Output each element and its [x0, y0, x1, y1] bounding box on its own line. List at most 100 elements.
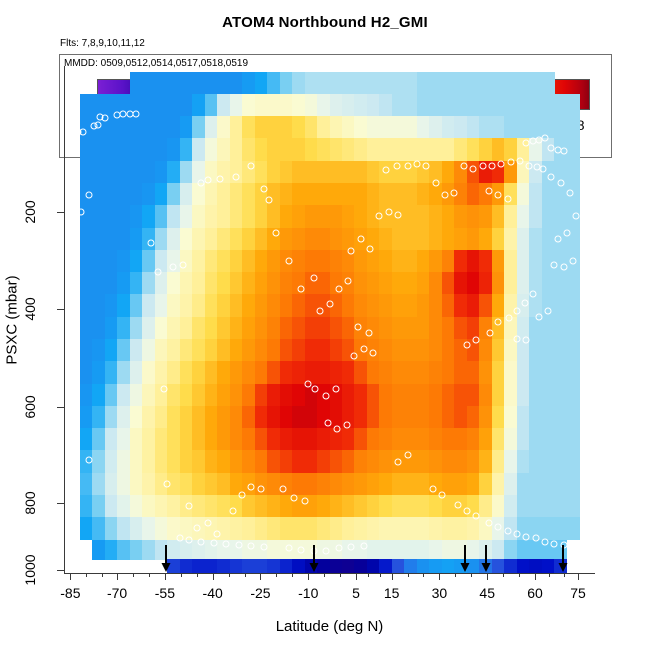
heatmap-cell [142, 495, 156, 518]
heatmap-cell [104, 272, 118, 296]
heatmap-cell [504, 495, 518, 518]
heatmap-cell [366, 71, 381, 95]
heatmap-cell [504, 160, 518, 184]
heatmap-cell [242, 428, 256, 452]
heatmap-cell [491, 559, 506, 573]
heatmap-cell [292, 71, 306, 95]
heatmap-cell [267, 428, 281, 452]
heatmap-cell [267, 472, 281, 496]
heatmap-cell [92, 227, 106, 251]
heatmap-cell [479, 428, 493, 452]
heatmap-cell [391, 183, 406, 206]
heatmap-cell [529, 205, 543, 229]
heatmap-cell [416, 272, 431, 296]
heatmap-cell [317, 428, 331, 452]
heatmap-cell [104, 450, 118, 474]
heatmap-cell [566, 160, 580, 184]
heatmap-cell [167, 559, 181, 573]
heatmap-cell [404, 227, 418, 251]
data-point-marker [285, 544, 293, 552]
heatmap-cell [92, 160, 106, 184]
heatmap-cell [79, 405, 93, 429]
heatmap-cell [341, 559, 356, 573]
data-point-marker [322, 392, 330, 400]
heatmap-cell [379, 316, 393, 340]
heatmap-cell [554, 517, 568, 541]
heatmap-cell [129, 116, 143, 140]
heatmap-cell [366, 472, 381, 496]
heatmap-cell [179, 138, 193, 162]
heatmap-field[interactable] [64, 66, 595, 573]
x-tick-label: -70 [106, 585, 128, 601]
heatmap-cell [179, 539, 193, 560]
x-tick-minor [148, 573, 150, 577]
heatmap-cell [254, 116, 268, 140]
data-point-marker [213, 530, 221, 538]
heatmap-cell [404, 183, 418, 206]
heatmap-cell [491, 539, 506, 560]
heatmap-cell [179, 361, 193, 385]
heatmap-cell [317, 316, 331, 340]
heatmap-cell [229, 405, 243, 429]
heatmap-cell [192, 559, 206, 573]
heatmap-cell [167, 316, 181, 340]
heatmap-cell [279, 227, 293, 251]
heatmap-cell [329, 183, 343, 206]
heatmap-cell [354, 116, 368, 140]
heatmap-cell [354, 294, 368, 318]
heatmap-cell [329, 93, 343, 117]
x-tick-minor [101, 573, 103, 577]
data-point-marker [557, 179, 565, 187]
heatmap-cell [541, 361, 555, 385]
heatmap-cell [254, 272, 268, 296]
heatmap-cell [379, 517, 393, 541]
heatmap-cell [529, 316, 543, 340]
heatmap-cell [366, 428, 381, 452]
heatmap-cell [317, 249, 331, 273]
heatmap-cell [229, 227, 243, 251]
heatmap-cell [292, 361, 306, 385]
heatmap-cell [466, 495, 481, 518]
heatmap-cell [516, 539, 530, 560]
heatmap-cell [516, 227, 530, 251]
heatmap-cell [217, 116, 231, 140]
heatmap-cell [366, 249, 381, 273]
heatmap-cell [92, 339, 106, 362]
heatmap-cell [391, 339, 406, 362]
data-point-marker [432, 179, 440, 187]
heatmap-cell [117, 339, 131, 362]
heatmap-cell [292, 116, 306, 140]
heatmap-cell [242, 272, 256, 296]
heatmap-cell [504, 428, 518, 452]
heatmap-cell [229, 428, 243, 452]
heatmap-cell [104, 316, 118, 340]
heatmap-cell [354, 428, 368, 452]
heatmap-cell [92, 450, 106, 474]
heatmap-cell [279, 405, 293, 429]
heatmap-cell [242, 138, 256, 162]
data-point-marker [572, 212, 580, 220]
heatmap-cell [541, 428, 555, 452]
heatmap-cell [554, 339, 568, 362]
data-point-marker [222, 540, 230, 548]
heatmap-cell [292, 227, 306, 251]
heatmap-cell [516, 249, 530, 273]
heatmap-cell [516, 495, 530, 518]
heatmap-cell [254, 450, 268, 474]
x-tick-major [164, 573, 166, 580]
heatmap-cell [404, 116, 418, 140]
data-point-marker [554, 235, 562, 243]
heatmap-cell [454, 93, 468, 117]
heatmap-cell [366, 205, 381, 229]
data-point-marker [382, 166, 390, 174]
heatmap-cell [354, 71, 368, 95]
heatmap-cell [192, 160, 206, 184]
heatmap-cell [292, 160, 306, 184]
heatmap-cell [154, 205, 168, 229]
data-point-marker [147, 239, 155, 247]
heatmap-cell [242, 205, 256, 229]
heatmap-cell [354, 138, 368, 162]
heatmap-cell [329, 116, 343, 140]
heatmap-cell [242, 405, 256, 429]
